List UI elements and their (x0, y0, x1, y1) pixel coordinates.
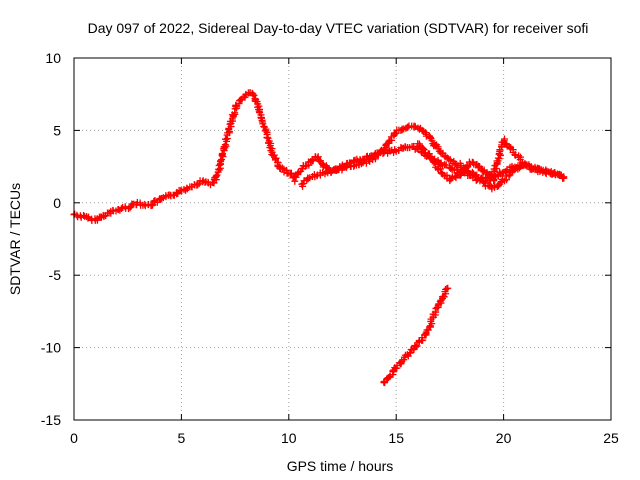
data-point (319, 163, 327, 171)
data-point (213, 171, 221, 179)
data-point (560, 173, 568, 181)
chart-title: Day 097 of 2022, Sidereal Day-to-day VTE… (88, 20, 589, 36)
data-point (301, 162, 309, 170)
data-point (222, 135, 230, 143)
data-point (436, 165, 444, 173)
data-point (212, 172, 220, 180)
series-main (70, 89, 568, 224)
data-point (412, 343, 420, 351)
data-point (194, 181, 202, 189)
x-tick-label: 25 (603, 430, 619, 446)
y-tick-label: -5 (49, 267, 62, 283)
y-axis-label: SDTVAR / TECUs (7, 183, 23, 295)
data-point (536, 165, 544, 173)
grid-lines (74, 58, 611, 420)
data-point (413, 342, 421, 350)
data-point (437, 296, 445, 304)
data-point (278, 164, 286, 172)
data-point (84, 214, 92, 222)
data-point (410, 122, 418, 130)
series-lower (380, 284, 452, 387)
data-point (380, 149, 388, 157)
data-point (304, 174, 312, 182)
data-point (542, 166, 550, 174)
data-point (500, 137, 508, 145)
y-tick-label: 0 (53, 195, 61, 211)
y-tick-label: -15 (41, 412, 61, 428)
data-point (457, 171, 465, 179)
data-point (262, 127, 270, 135)
data-point (492, 165, 500, 173)
x-tick-label: 20 (496, 430, 512, 446)
data-point (150, 197, 158, 205)
y-tick-label: 5 (53, 122, 61, 138)
series-third (414, 135, 529, 185)
data-point (431, 308, 439, 316)
y-tick-label: 10 (45, 50, 61, 66)
data-point (80, 212, 88, 220)
data-point (444, 284, 452, 292)
data-point (480, 178, 488, 186)
series-secondary (298, 142, 568, 193)
data-point (114, 206, 122, 214)
data-point (149, 201, 157, 209)
plot-area-frame (73, 57, 612, 421)
axis-ticks: 0 5 10 15 20 25 -15 -10 -5 0 5 10 (41, 50, 619, 446)
data-point (218, 150, 226, 158)
data-point (446, 177, 454, 185)
data-point (430, 158, 438, 166)
data-point (495, 182, 503, 190)
data-point (404, 123, 412, 131)
data-point (267, 147, 275, 155)
x-tick-label: 10 (281, 430, 297, 446)
data-series (70, 89, 568, 387)
data-point (309, 157, 317, 165)
x-tick-label: 5 (178, 430, 186, 446)
y-tick-label: -10 (41, 340, 61, 356)
x-tick-label: 15 (388, 430, 404, 446)
data-point (230, 112, 238, 120)
data-point (249, 90, 257, 98)
data-point (521, 160, 529, 168)
x-axis-label: GPS time / hours (287, 458, 394, 474)
data-point (250, 91, 258, 99)
data-point (419, 144, 427, 152)
data-point (554, 171, 562, 179)
x-tick-label: 0 (70, 430, 78, 446)
